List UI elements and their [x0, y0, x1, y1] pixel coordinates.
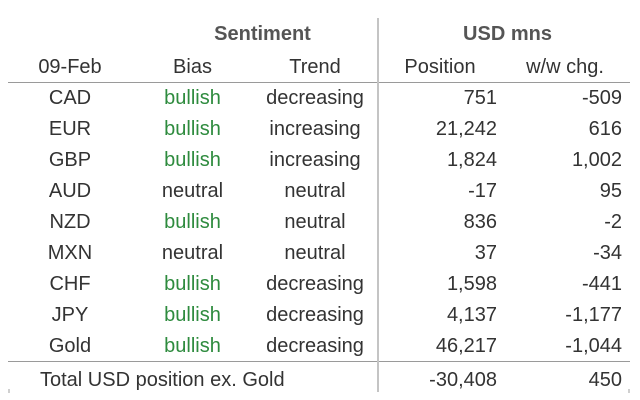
bottom-tick-right — [628, 389, 630, 393]
row-position: 836 — [463, 211, 497, 233]
col-header-date: 09-Feb — [38, 56, 102, 78]
row-position: 21,242 — [435, 118, 497, 140]
row-bias: neutral — [161, 242, 224, 264]
row-trend: neutral — [284, 211, 346, 233]
total-wow-change: 450 — [588, 369, 622, 391]
row-wow-change: 616 — [588, 118, 622, 140]
row-currency: MXN — [47, 242, 93, 264]
row-bias: bullish — [164, 149, 221, 171]
row-wow-change: 1,002 — [571, 149, 622, 171]
row-currency: CAD — [48, 87, 92, 109]
row-position: 37 — [474, 242, 497, 264]
row-currency: Gold — [48, 335, 92, 357]
row-currency: CHF — [49, 273, 91, 295]
row-bias: bullish — [164, 304, 221, 326]
row-wow-change: -441 — [581, 273, 622, 295]
row-position: 1,824 — [446, 149, 497, 171]
row-trend: decreasing — [266, 273, 364, 295]
row-position: 751 — [463, 87, 497, 109]
row-currency: EUR — [48, 118, 92, 140]
row-currency: NZD — [49, 211, 91, 233]
row-bias: bullish — [164, 335, 221, 357]
col-header-trend: Trend — [289, 56, 341, 78]
row-position: -17 — [468, 180, 497, 202]
row-trend: increasing — [269, 118, 361, 140]
row-wow-change: -2 — [604, 211, 622, 233]
row-wow-change: -34 — [593, 242, 622, 264]
row-trend: decreasing — [266, 335, 364, 357]
bottom-tick-left — [8, 389, 10, 393]
row-bias: bullish — [164, 87, 221, 109]
row-bias: bullish — [164, 118, 221, 140]
total-position: -30,408 — [429, 369, 497, 391]
row-wow-change: -509 — [581, 87, 622, 109]
col-header-wow-change: w/w chg. — [526, 56, 604, 78]
row-wow-change: -1,044 — [565, 335, 622, 357]
group-header-usd: USD mns — [463, 23, 552, 45]
col-header-position: Position — [404, 56, 476, 78]
col-header-bias: Bias — [173, 56, 212, 78]
total-label: Total USD position ex. Gold — [40, 369, 285, 391]
row-trend: decreasing — [266, 304, 364, 326]
row-currency: AUD — [48, 180, 92, 202]
row-position: 1,598 — [446, 273, 497, 295]
row-trend: increasing — [269, 149, 361, 171]
row-position: 46,217 — [435, 335, 497, 357]
header-rule — [8, 82, 630, 83]
row-trend: neutral — [284, 242, 346, 264]
row-trend: decreasing — [266, 87, 364, 109]
row-trend: neutral — [284, 180, 346, 202]
row-currency: GBP — [48, 149, 92, 171]
row-bias: neutral — [161, 180, 224, 202]
group-header-sentiment: Sentiment — [214, 23, 311, 45]
row-bias: bullish — [164, 273, 221, 295]
row-position: 4,137 — [446, 304, 497, 326]
total-rule — [8, 361, 630, 362]
row-bias: bullish — [164, 211, 221, 233]
row-wow-change: -1,177 — [565, 304, 622, 326]
row-currency: JPY — [51, 304, 89, 326]
row-wow-change: 95 — [599, 180, 622, 202]
section-divider — [377, 18, 379, 392]
